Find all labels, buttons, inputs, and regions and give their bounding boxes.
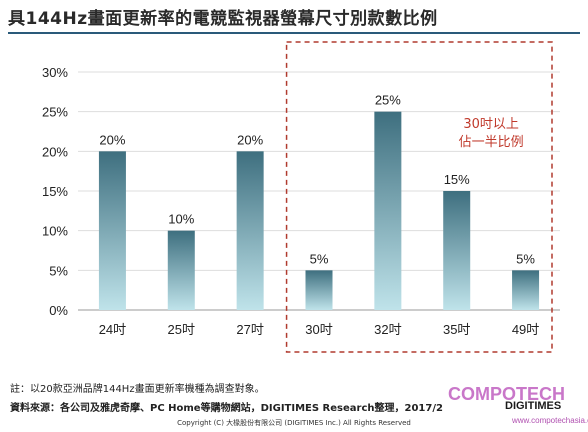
bar-chart: 0%5%10%15%20%25%30% 20%10%20%5%25%15%5% … — [42, 41, 560, 353]
data-label: 15% — [444, 172, 470, 187]
x-tick-label: 35吋 — [443, 322, 470, 337]
data-label: 20% — [237, 132, 263, 147]
bar — [374, 111, 402, 311]
watermark-brand: COMPOTECH — [448, 384, 565, 404]
brand-logo: DIGITIMES — [505, 400, 562, 412]
annotation-line-2: 佔一半比例 — [459, 135, 524, 150]
y-tick-label: 15% — [42, 184, 68, 199]
x-tick-label: 25吋 — [168, 322, 195, 337]
x-tick-label: 30吋 — [305, 322, 332, 337]
title-underline — [8, 32, 580, 34]
y-tick-label: 30% — [42, 65, 68, 80]
data-label: 5% — [516, 251, 535, 266]
x-tick-label: 24吋 — [99, 322, 126, 337]
bar — [512, 270, 540, 310]
y-tick-label: 20% — [42, 144, 68, 159]
data-label: 20% — [99, 132, 125, 147]
source-note: 資料來源：各公司及雅虎奇摩、PC Home等購物網站，DIGITIMES Res… — [10, 403, 443, 414]
annotation-line-1: 30吋以上 — [463, 117, 519, 132]
x-tick-label: 27吋 — [236, 322, 263, 337]
data-label: 25% — [375, 93, 401, 108]
bar — [98, 151, 126, 310]
x-tick-label: 49吋 — [512, 322, 539, 337]
bar — [167, 230, 195, 310]
footnote: 註：以20款亞洲品牌144Hz畫面更新率機種為調查對象。 — [10, 384, 265, 395]
data-label: 5% — [310, 251, 329, 266]
bar — [443, 191, 471, 310]
watermark-url: www.compotechasia.com — [512, 416, 588, 425]
copyright: Copyright (C) 大椽股份有限公司 (DIGITIMES Inc.) … — [177, 419, 411, 427]
x-tick-label: 32吋 — [374, 322, 401, 337]
bar — [305, 270, 333, 310]
bar — [236, 151, 264, 310]
y-tick-label: 10% — [42, 224, 68, 239]
chart-title: 具144Hz畫面更新率的電競監視器螢幕尺寸別款數比例 — [8, 9, 438, 29]
y-tick-label: 5% — [49, 263, 68, 278]
data-label: 10% — [168, 212, 194, 227]
y-tick-label: 0% — [49, 303, 68, 318]
y-tick-label: 25% — [42, 105, 68, 120]
